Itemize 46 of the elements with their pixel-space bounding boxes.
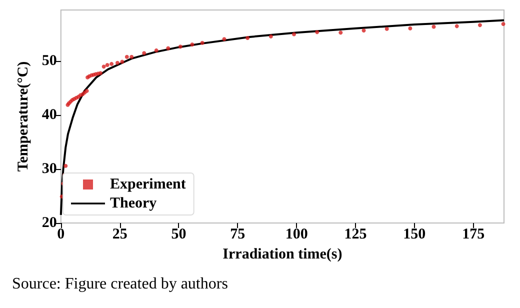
point [292,32,296,36]
x-tick-label: 50 [171,226,186,242]
point [154,48,158,52]
point [478,23,482,28]
point [190,42,194,47]
point [268,34,273,38]
point [120,60,124,64]
x-tick-label: 125 [344,226,367,242]
y-tick-label: 20 [42,215,57,231]
x-tick-label: 75 [230,226,246,242]
point [130,54,134,59]
point [408,26,412,30]
point [166,46,170,50]
point [384,26,389,31]
point [501,22,506,26]
point [246,36,250,40]
point [64,164,68,168]
x-tick-label: 0 [57,226,65,242]
point [315,30,320,34]
point [432,24,436,29]
point [338,30,343,35]
point [362,28,366,32]
source-note: Source: Figure created by authors [12,276,228,292]
x-tick-label: 150 [403,226,426,242]
y-tick-label: 30 [42,161,57,178]
point [222,37,226,42]
point [142,51,146,56]
point [178,44,182,49]
line-series [60,19,505,216]
x-tick-label: 25 [112,226,128,242]
point [200,40,204,45]
x-tick-label: 175 [462,226,485,242]
point [102,64,106,69]
point [105,63,110,67]
y-axis-title: Temperature(°C) [16,61,32,172]
x-tick-label: 100 [285,226,308,242]
legend-label: Experiment [110,176,186,192]
point [454,24,459,28]
point [110,62,114,66]
legend-label: Theory [110,196,158,212]
y-tick-label: 50 [42,53,57,70]
point [115,60,120,65]
point [98,71,102,76]
y-tick-label: 40 [42,107,57,124]
point [124,54,129,59]
x-axis-title: Irradiation time(s) [222,246,342,262]
